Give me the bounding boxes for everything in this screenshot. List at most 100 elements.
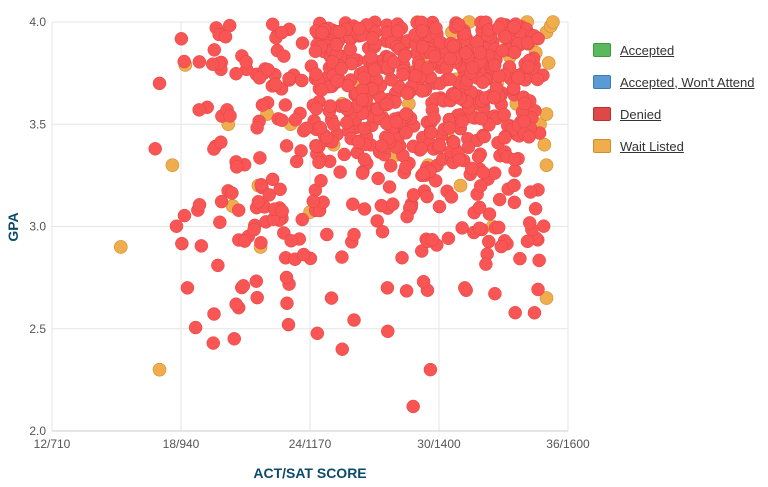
data-point (343, 42, 357, 57)
y-tick-label: 3.0 (29, 220, 46, 234)
y-tick-label: 3.5 (29, 117, 46, 131)
data-point (406, 188, 421, 202)
data-point (488, 286, 502, 301)
data-point (310, 326, 325, 341)
data-point (441, 231, 456, 246)
data-point (329, 37, 344, 52)
data-point (337, 147, 352, 162)
data-point (299, 121, 314, 136)
data-point (207, 43, 222, 57)
data-point (400, 86, 415, 101)
data-point (229, 297, 243, 311)
data-point (357, 202, 372, 216)
data-point (265, 172, 280, 187)
data-point (250, 121, 264, 135)
data-point (315, 25, 329, 40)
data-point (309, 67, 323, 81)
data-point (165, 158, 180, 172)
data-point (508, 305, 522, 320)
data-point (251, 194, 266, 209)
data-point (239, 55, 253, 69)
data-point (247, 222, 261, 237)
data-point (338, 98, 353, 112)
legend-item-denied[interactable]: Denied (593, 98, 755, 130)
data-point (330, 74, 344, 88)
data-point (347, 227, 361, 242)
data-point (476, 75, 490, 90)
data-point (382, 180, 397, 194)
data-point (288, 113, 303, 127)
data-point (213, 215, 227, 230)
data-point (296, 247, 311, 262)
data-point (218, 29, 233, 44)
data-point (323, 99, 337, 113)
legend-item-accepted-wont-attend[interactable]: Accepted, Won't Attend (593, 66, 755, 98)
data-point (275, 204, 289, 218)
data-point (461, 140, 476, 155)
data-point (432, 138, 447, 152)
data-point (539, 291, 554, 305)
series-denied-dense (148, 15, 551, 414)
y-axis-title: GPA (5, 212, 21, 241)
data-point (278, 98, 293, 112)
data-point (227, 332, 241, 346)
data-point (357, 71, 372, 85)
data-point (306, 194, 321, 208)
data-point (192, 55, 207, 69)
data-point (275, 113, 289, 127)
legend-label-accepted: Accepted (620, 42, 675, 58)
y-tick-label: 2.5 (29, 322, 46, 336)
data-point (314, 83, 329, 97)
data-point (386, 197, 400, 211)
data-point (174, 32, 189, 46)
legend-swatch-accepted-wont-attend (593, 75, 611, 89)
data-point (399, 284, 414, 298)
data-point (205, 57, 220, 71)
data-point (539, 107, 554, 121)
data-point (277, 49, 291, 63)
data-point (487, 166, 502, 180)
data-point (255, 98, 270, 112)
data-point (415, 24, 430, 38)
data-point (352, 21, 366, 36)
data-point (177, 54, 191, 69)
data-point (231, 203, 246, 217)
data-point (536, 219, 551, 233)
data-point (482, 207, 497, 221)
data-point (487, 58, 502, 73)
legend-label-denied: Denied (620, 106, 662, 122)
data-point (424, 125, 438, 140)
data-point (473, 46, 487, 60)
data-point (252, 71, 267, 85)
data-point (507, 178, 521, 193)
data-point (455, 221, 469, 235)
legend-swatch-accepted (593, 43, 611, 57)
data-point (320, 227, 334, 242)
data-point (397, 49, 412, 63)
data-point (380, 97, 394, 112)
data-point (517, 114, 531, 129)
data-point (429, 21, 443, 35)
data-point (188, 320, 203, 335)
data-point (406, 399, 420, 414)
data-point (446, 135, 461, 149)
data-point (546, 15, 560, 29)
data-point (420, 189, 434, 204)
data-point (383, 159, 398, 173)
data-point (452, 153, 466, 167)
data-point (280, 296, 294, 311)
data-point (346, 197, 360, 211)
data-point (432, 199, 447, 214)
data-point (334, 61, 349, 76)
data-point (175, 236, 189, 251)
data-point (351, 135, 366, 149)
data-point (114, 240, 128, 254)
data-point (507, 195, 522, 210)
legend: Accepted Accepted, Won't Attend Denied W… (593, 34, 755, 162)
legend-item-accepted[interactable]: Accepted (593, 34, 755, 66)
data-point (408, 69, 423, 83)
data-point (530, 72, 545, 87)
data-point (395, 250, 409, 265)
legend-item-wait-listed[interactable]: Wait Listed (593, 130, 755, 162)
data-point (507, 20, 521, 34)
